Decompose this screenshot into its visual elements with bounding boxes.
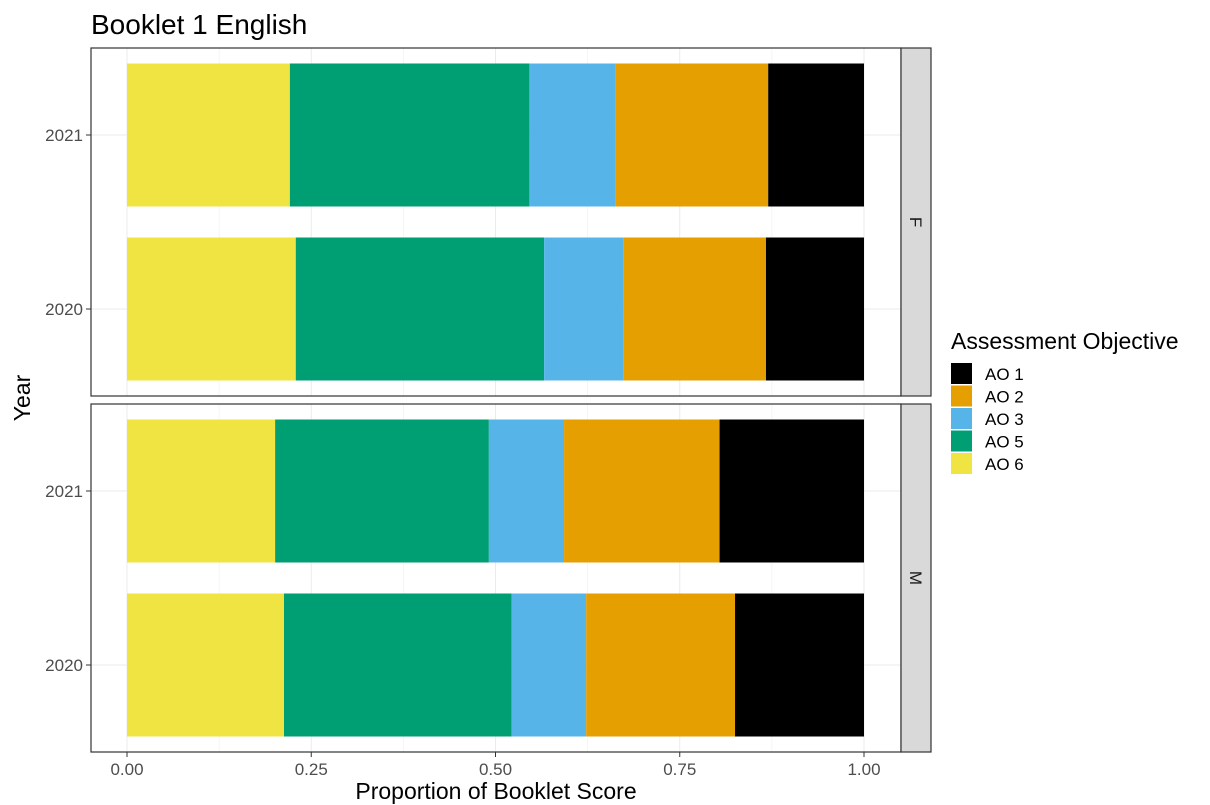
facet-panel-f: 2021 2020 F [45,47,932,397]
legend-key-ao5 [951,430,972,452]
bar-f-2020-ao2 [623,237,766,381]
legend-label: AO 5 [985,433,1024,452]
facet-strip-label: M [906,571,925,585]
facet-strip [900,47,932,397]
legend-label: AO 6 [985,455,1024,474]
facet-strip [900,403,932,753]
bar-m-2021-ao1 [719,419,864,563]
facet-panels: 2021 2020 F 2021 2020 M [45,47,932,753]
bar-m-2021-ao5 [275,419,489,563]
legend-label: AO 1 [985,365,1024,384]
facet-strip-label: F [906,217,925,227]
x-axis: 0.00 0.25 0.50 0.75 1.00 [110,752,881,779]
bar-m-2020-ao1 [735,593,864,737]
x-tick-label: 0.50 [479,760,512,779]
bar-f-2021-ao6 [127,63,290,207]
legend: Assessment Objective AO 1 AO 2 AO 3 AO 5 AO … [951,328,1179,474]
bar-f-2021-ao3 [529,63,616,207]
bar-f-2021-ao5 [289,63,530,207]
y-tick-label: 2020 [45,300,83,319]
legend-key-ao3 [951,408,972,429]
x-tick-label: 0.75 [663,760,696,779]
bar-f-2021-ao1 [768,63,864,207]
y-tick-label: 2021 [45,126,83,145]
bar-f-2020-ao3 [544,237,624,381]
bar-m-2021-ao6 [127,419,276,563]
x-axis-title: Proportion of Booklet Score [355,778,636,804]
chart-title: Booklet 1 English [91,9,307,40]
bar-m-2020-ao3 [511,593,587,737]
y-tick-label: 2021 [45,482,83,501]
x-tick-label: 0.25 [295,760,328,779]
y-axis-title: Year [9,374,35,421]
bar-f-2020-ao5 [295,237,545,381]
legend-key-ao2 [951,385,972,407]
y-tick-label: 2020 [45,656,83,675]
legend-key-ao6 [951,453,972,474]
facet-panel-m: 2021 2020 M [45,403,932,753]
bar-m-2020-ao6 [127,593,284,737]
legend-key-ao1 [951,363,972,384]
bar-f-2020-ao1 [765,237,864,381]
x-tick-label: 0.00 [110,760,143,779]
x-tick-label: 1.00 [847,760,880,779]
bar-m-2021-ao3 [488,419,565,563]
bar-f-2021-ao2 [615,63,769,207]
legend-title: Assessment Objective [951,328,1179,354]
bar-m-2020-ao5 [283,593,512,737]
bar-m-2021-ao2 [564,419,720,563]
legend-label: AO 3 [985,410,1024,429]
bar-m-2020-ao2 [586,593,736,737]
bar-f-2020-ao6 [127,237,296,381]
legend-label: AO 2 [985,388,1024,407]
